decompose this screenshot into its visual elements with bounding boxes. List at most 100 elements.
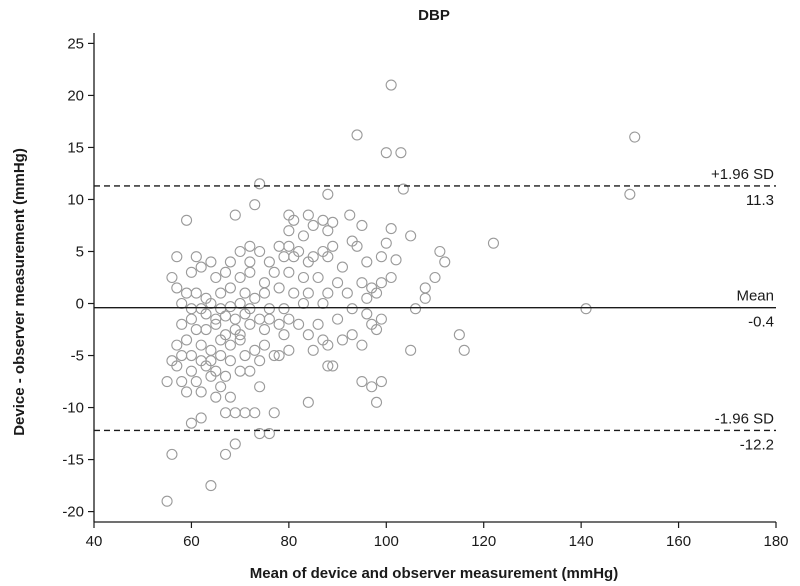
data-point <box>219 310 232 322</box>
data-point <box>161 495 173 507</box>
data-point <box>283 313 295 325</box>
data-point <box>263 313 275 325</box>
data-point <box>375 313 387 325</box>
data-point <box>293 318 305 330</box>
upper-limit-line-value: 11.3 <box>746 192 774 209</box>
data-point <box>336 334 348 346</box>
data-point <box>317 214 329 226</box>
data-point <box>288 251 300 263</box>
x-axis-label: Mean of device and observer measurement … <box>250 565 618 582</box>
data-point <box>458 344 470 356</box>
data-point <box>215 287 227 299</box>
data-point <box>297 230 310 242</box>
data-point <box>185 266 197 278</box>
data-point <box>390 254 402 266</box>
data-point <box>210 318 222 330</box>
data-point <box>249 292 261 304</box>
data-point <box>229 407 241 419</box>
data-point <box>380 237 392 249</box>
data-point <box>288 287 300 299</box>
data-point <box>215 334 227 346</box>
data-point <box>263 303 275 315</box>
data-point <box>370 323 383 336</box>
y-tick-label: -20 <box>62 504 84 521</box>
data-point <box>375 251 387 263</box>
mean-line-label: Mean <box>736 288 774 305</box>
data-point <box>254 245 266 258</box>
data-point <box>322 339 334 351</box>
data-point <box>224 391 236 403</box>
data-point <box>254 313 266 325</box>
data-point <box>239 308 251 320</box>
data-point <box>219 448 232 460</box>
data-point <box>419 292 431 304</box>
x-tick-label: 40 <box>86 533 103 550</box>
data-point <box>346 329 358 341</box>
data-point <box>205 297 217 310</box>
data-point <box>244 240 256 252</box>
data-point <box>273 240 285 252</box>
data-point <box>327 240 339 252</box>
data-point <box>205 370 217 382</box>
data-point <box>419 282 431 294</box>
data-point <box>346 303 358 315</box>
data-point <box>302 209 314 221</box>
data-point <box>176 318 188 330</box>
data-point <box>366 381 378 393</box>
data-point <box>278 303 290 315</box>
data-point <box>219 266 232 278</box>
data-point <box>283 266 295 278</box>
data-point <box>234 271 246 284</box>
data-point <box>297 271 310 284</box>
data-point <box>356 375 368 388</box>
data-point <box>258 323 271 336</box>
data-point <box>254 355 266 367</box>
y-tick-label: 25 <box>67 35 84 52</box>
data-point <box>205 256 217 268</box>
data-point <box>210 391 222 403</box>
data-point <box>234 334 246 346</box>
data-point <box>273 318 285 330</box>
data-point <box>254 178 266 190</box>
data-point <box>405 344 417 356</box>
y-tick-label: -15 <box>62 452 84 469</box>
data-point <box>185 349 197 362</box>
data-point <box>312 318 324 330</box>
data-point <box>283 240 295 252</box>
data-point <box>181 214 193 226</box>
data-point <box>370 396 383 408</box>
data-point <box>385 271 397 284</box>
data-point <box>307 219 319 232</box>
data-point <box>229 209 241 221</box>
lower-limit-line-label: -1.96 SD <box>715 410 774 427</box>
data-point <box>185 313 197 325</box>
data-point <box>258 277 271 289</box>
data-point <box>268 349 280 362</box>
data-point <box>181 386 193 398</box>
data-point <box>195 386 207 398</box>
data-point <box>278 329 290 341</box>
data-point <box>356 277 368 289</box>
data-point <box>297 297 310 310</box>
data-point <box>185 365 197 377</box>
data-point <box>239 349 251 362</box>
data-point <box>409 303 422 315</box>
data-point <box>302 287 314 299</box>
data-point <box>375 277 387 289</box>
data-point <box>385 223 397 235</box>
data-point <box>268 266 280 278</box>
data-point <box>210 271 222 284</box>
data-point <box>224 355 236 367</box>
data-point <box>224 301 236 313</box>
data-point <box>263 428 275 440</box>
data-point <box>176 375 188 388</box>
data-point <box>361 308 373 320</box>
data-point <box>258 287 271 299</box>
data-point <box>195 261 207 273</box>
data-point <box>375 375 387 388</box>
x-tick-label: 160 <box>666 533 691 550</box>
data-point <box>205 480 217 492</box>
data-point <box>234 297 246 310</box>
x-tick-label: 140 <box>569 533 594 550</box>
